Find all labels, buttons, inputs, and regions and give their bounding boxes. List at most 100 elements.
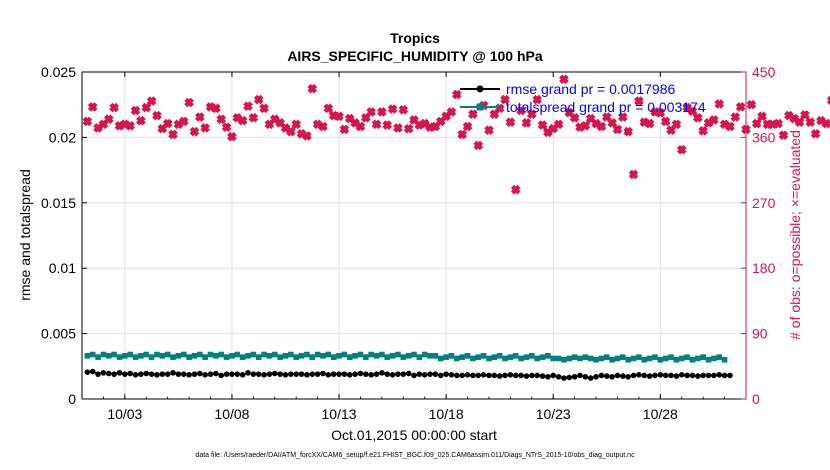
data-point-obs (307, 83, 318, 94)
data-point-rmse (427, 371, 433, 377)
data-point-obs (494, 103, 505, 114)
data-point-rmse (443, 371, 449, 377)
data-point-rmse (111, 371, 117, 377)
data-point-obs (457, 129, 468, 140)
legend-marker-spread (476, 103, 484, 111)
y-tick-label-right: 450 (752, 64, 776, 80)
data-point-rmse (684, 372, 690, 379)
data-point-obs (227, 131, 237, 142)
data-point-rmse (437, 372, 444, 379)
data-point-totalspread (148, 354, 155, 360)
data-point-totalspread (314, 351, 321, 358)
data-point-rmse (470, 372, 476, 379)
y-tick-label-right: 0 (752, 391, 760, 407)
data-point-totalspread (400, 354, 407, 360)
data-point-totalspread (684, 354, 690, 360)
data-point-rmse (346, 372, 353, 378)
data-point-obs (146, 96, 157, 106)
data-point-obs (377, 107, 387, 117)
data-point-rmse (652, 372, 658, 379)
data-point-totalspread (223, 354, 230, 360)
data-point-totalspread (657, 356, 664, 363)
data-point-rmse (352, 371, 358, 377)
data-point-totalspread (346, 354, 353, 360)
data-point-obs (618, 112, 628, 122)
y-tick-label-right: 270 (752, 195, 776, 211)
chart: Tropics AIRS_SPECIFIC_HUMIDITY @ 100 hPa… (17, 30, 830, 443)
data-point-totalspread (555, 355, 562, 362)
data-point-rmse (207, 371, 214, 377)
data-point-obs (462, 121, 473, 132)
data-point-totalspread (368, 351, 374, 358)
data-point-obs (243, 101, 253, 111)
data-point-totalspread (646, 355, 653, 362)
data-point-totalspread (191, 353, 198, 359)
data-point-rmse (261, 372, 267, 378)
data-point-obs (730, 112, 741, 122)
data-point-totalspread (255, 354, 262, 360)
data-point-rmse (314, 371, 321, 377)
data-point-rmse (116, 370, 123, 376)
data-point-totalspread (159, 353, 166, 359)
data-point-totalspread (202, 354, 208, 360)
data-point-totalspread (448, 353, 455, 359)
data-point-obs (468, 109, 478, 119)
data-point-rmse (711, 372, 717, 379)
data-point-totalspread (464, 353, 471, 359)
data-point-obs (505, 117, 516, 127)
data-point-obs (735, 102, 746, 112)
data-point-rmse (389, 372, 396, 378)
chart-subtitle: AIRS_SPECIFIC_HUMIDITY @ 100 hPa (287, 48, 543, 64)
x-tick-label: 10/28 (643, 406, 678, 422)
data-point-obs (660, 116, 671, 127)
data-point-obs (521, 118, 532, 128)
legend: rmse grand pr = 0.0017986 totalspread gr… (460, 81, 706, 115)
data-point-obs (628, 169, 639, 180)
data-point-totalspread (266, 353, 273, 359)
data-point-totalspread (143, 351, 150, 358)
data-point-totalspread (571, 354, 578, 360)
data-point-obs (259, 103, 269, 114)
data-point-totalspread (421, 351, 428, 358)
data-point-rmse (148, 371, 155, 377)
data-point-totalspread (480, 353, 487, 359)
data-point-obs (510, 184, 521, 195)
data-point-obs (553, 119, 564, 130)
data-point-totalspread (502, 355, 508, 362)
data-point-obs (382, 120, 393, 130)
data-point-obs (746, 99, 757, 110)
data-point-rmse (89, 368, 96, 375)
data-point-rmse (668, 372, 674, 379)
data-point-totalspread (170, 354, 176, 360)
data-point-totalspread (389, 353, 396, 359)
axes: 10/03 10/08 10/13 10/18 10/23 10/28 0 0.005 0.01… (41, 64, 776, 422)
data-point-rmse (534, 372, 540, 379)
data-point-totalspread (277, 354, 283, 360)
data-point-rmse (245, 370, 251, 376)
data-point-rmse (555, 373, 562, 380)
data-point-obs (291, 119, 302, 130)
x-tick-label: 10/18 (429, 406, 464, 422)
data-point-totalspread (678, 355, 685, 362)
data-point-rmse (529, 372, 535, 379)
data-point-rmse (84, 369, 91, 375)
data-point-rmse (336, 371, 342, 377)
data-point-totalspread (293, 354, 299, 360)
data-point-obs (526, 109, 537, 119)
data-point-totalspread (700, 354, 706, 360)
data-point-rmse (475, 372, 482, 379)
data-point-rmse (229, 371, 235, 377)
data-point-totalspread (84, 353, 91, 359)
data-point-rmse (459, 372, 465, 379)
data-point-obs (136, 115, 146, 126)
data-point-rmse (213, 370, 219, 377)
data-point-rmse (545, 373, 551, 380)
data-point-rmse (566, 374, 573, 381)
data-point-obs (612, 124, 623, 135)
data-point-rmse (122, 371, 128, 377)
data-point-totalspread (705, 356, 712, 363)
data-point-totalspread (636, 354, 642, 360)
data-point-rmse (662, 372, 669, 379)
data-point-obs (87, 102, 98, 112)
data-point-rmse (620, 373, 626, 379)
